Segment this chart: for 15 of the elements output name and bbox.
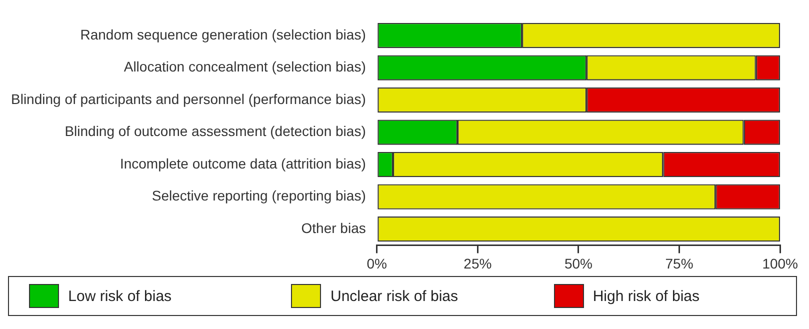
x-tick-label: 0% xyxy=(366,255,387,272)
y-tick-label: Allocation concealment (selection bias) xyxy=(124,58,366,75)
y-tick-label: Random sequence generation (selection bias) xyxy=(80,26,366,42)
y-tick-label: Blinding of participants and personnel (performance bias) xyxy=(10,90,366,107)
y-tick-label: Blinding of outcome assessment (detection bias) xyxy=(64,123,366,140)
y-tick-label: Selective reporting (reporting bias) xyxy=(152,188,366,204)
y-tick-label: Other bias xyxy=(301,220,366,236)
legend-label: High risk of bias xyxy=(592,288,700,304)
x-tick-label: 50% xyxy=(564,255,592,272)
legend-label: Unclear risk of bias xyxy=(330,288,458,304)
x-tick-label: 25% xyxy=(464,255,492,272)
y-tick-label: Incomplete outcome data (attrition bias) xyxy=(120,155,366,172)
x-tick-label: 75% xyxy=(665,255,694,272)
x-tick-label: 100% xyxy=(762,255,798,272)
legend-label: Low risk of bias xyxy=(68,288,172,304)
